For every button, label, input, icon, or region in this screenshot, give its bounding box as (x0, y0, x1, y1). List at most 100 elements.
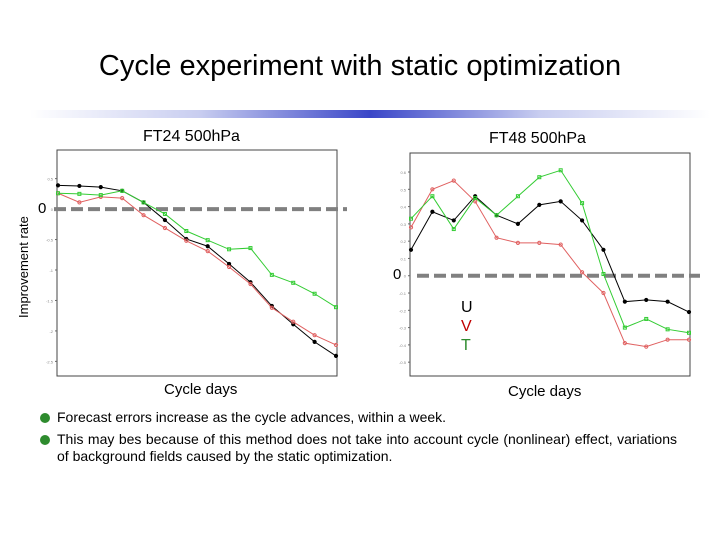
bullet-1: Forecast errors increase as the cycle ad… (57, 409, 447, 425)
y-tick-label: -0.2 (399, 308, 407, 313)
data-point-T (312, 291, 317, 296)
data-point-V (312, 333, 317, 338)
data-point-V (494, 235, 499, 240)
y-tick-label: -2 (49, 329, 53, 334)
legend-v: V (461, 318, 472, 335)
data-point-U (451, 218, 456, 223)
y-tick-label: 0 (404, 274, 407, 279)
data-point-T (494, 213, 499, 218)
data-point-V (622, 341, 627, 346)
y-tick-label: -0.5 (399, 360, 407, 365)
data-point-U (408, 247, 414, 252)
data-point-T (644, 316, 649, 321)
data-point-U (430, 209, 435, 214)
chart1-xlabel: Cycle days (164, 381, 238, 398)
data-point-V (430, 187, 435, 192)
data-point-T (269, 272, 274, 277)
data-point-T (120, 188, 125, 193)
y-tick-label: -0.4 (399, 343, 407, 348)
data-point-T (77, 191, 82, 196)
bullet-2: This may bes because of this method does… (57, 431, 677, 464)
data-point-T (473, 195, 478, 200)
y-tick-label: 0.5 (47, 177, 53, 182)
data-point-T (515, 194, 520, 199)
y-tick-label: 0.4 (400, 205, 406, 210)
data-point-V (644, 344, 649, 349)
data-point-U (579, 218, 585, 223)
data-point-V (558, 242, 563, 247)
data-point-U (77, 183, 82, 189)
series-line-V (57, 192, 337, 346)
series-line-U (57, 184, 337, 357)
data-point-V (205, 249, 210, 254)
data-point-V (515, 240, 521, 245)
series-line-T (410, 169, 690, 334)
slide-title: Cycle experiment with static optimizatio… (98, 50, 622, 82)
y-tick-label: 0.6 (400, 170, 406, 175)
y-tick-label: 0.1 (400, 256, 406, 261)
data-point-T (227, 247, 232, 252)
y-tick-label: 0.3 (400, 222, 406, 227)
data-point-T (334, 305, 338, 310)
data-point-U (312, 339, 317, 344)
data-point-T (162, 211, 167, 216)
data-point-V (162, 225, 168, 231)
data-point-V (537, 240, 542, 245)
y-tick-label: -0.3 (399, 326, 407, 331)
data-point-V (601, 290, 606, 296)
data-point-T (430, 194, 435, 199)
data-point-V (408, 225, 414, 230)
data-point-T (451, 227, 456, 232)
data-point-T (184, 229, 189, 234)
data-point-T (141, 200, 146, 205)
data-point-U (601, 247, 606, 252)
data-point-V (579, 270, 585, 275)
data-point-T (580, 201, 585, 206)
data-point-U (537, 202, 542, 207)
data-point-T (291, 280, 296, 285)
series-line-T (57, 190, 337, 308)
y-tick-label: 0.2 (400, 239, 406, 244)
data-point-V (141, 213, 146, 218)
y-tick-label: -1 (49, 268, 53, 273)
y-tick-label: 0 (51, 207, 54, 212)
y-tick-label: -1.5 (46, 298, 54, 303)
data-point-U (515, 221, 521, 226)
data-point-T (537, 175, 542, 180)
y-tick-label: -0.5 (46, 238, 54, 243)
data-point-T (601, 272, 606, 277)
data-point-U (665, 299, 670, 304)
y-tick-label: -0.1 (399, 291, 407, 296)
chart1-title: FT24 500hPa (143, 128, 240, 145)
data-point-U (55, 183, 61, 188)
data-point-U (162, 217, 168, 223)
data-point-T (687, 330, 691, 335)
chart2-xlabel: Cycle days (508, 383, 582, 400)
data-point-V (269, 305, 274, 310)
title-divider (30, 110, 710, 118)
data-point-U (644, 297, 649, 303)
data-point-T (622, 325, 627, 330)
data-point-T (205, 238, 210, 243)
data-point-U (205, 244, 210, 249)
chart1-zero-label: 0 (38, 200, 47, 217)
data-point-U (333, 353, 339, 358)
series-line-U (410, 195, 690, 313)
chart2-zero-label: 0 (393, 266, 402, 283)
legend-u: U (461, 299, 473, 316)
data-point-T (665, 327, 670, 332)
data-point-V (686, 337, 692, 342)
chart2-title: FT48 500hPa (489, 130, 586, 147)
data-point-V (120, 196, 125, 201)
data-point-V (248, 281, 253, 287)
data-point-U (686, 309, 692, 315)
bullet-icon (40, 413, 50, 423)
series-line-V (410, 180, 689, 348)
plot-frame (56, 149, 338, 377)
data-point-V (333, 342, 339, 348)
data-point-V (665, 337, 670, 342)
data-point-U (558, 199, 563, 204)
bullet-icon (40, 435, 50, 445)
